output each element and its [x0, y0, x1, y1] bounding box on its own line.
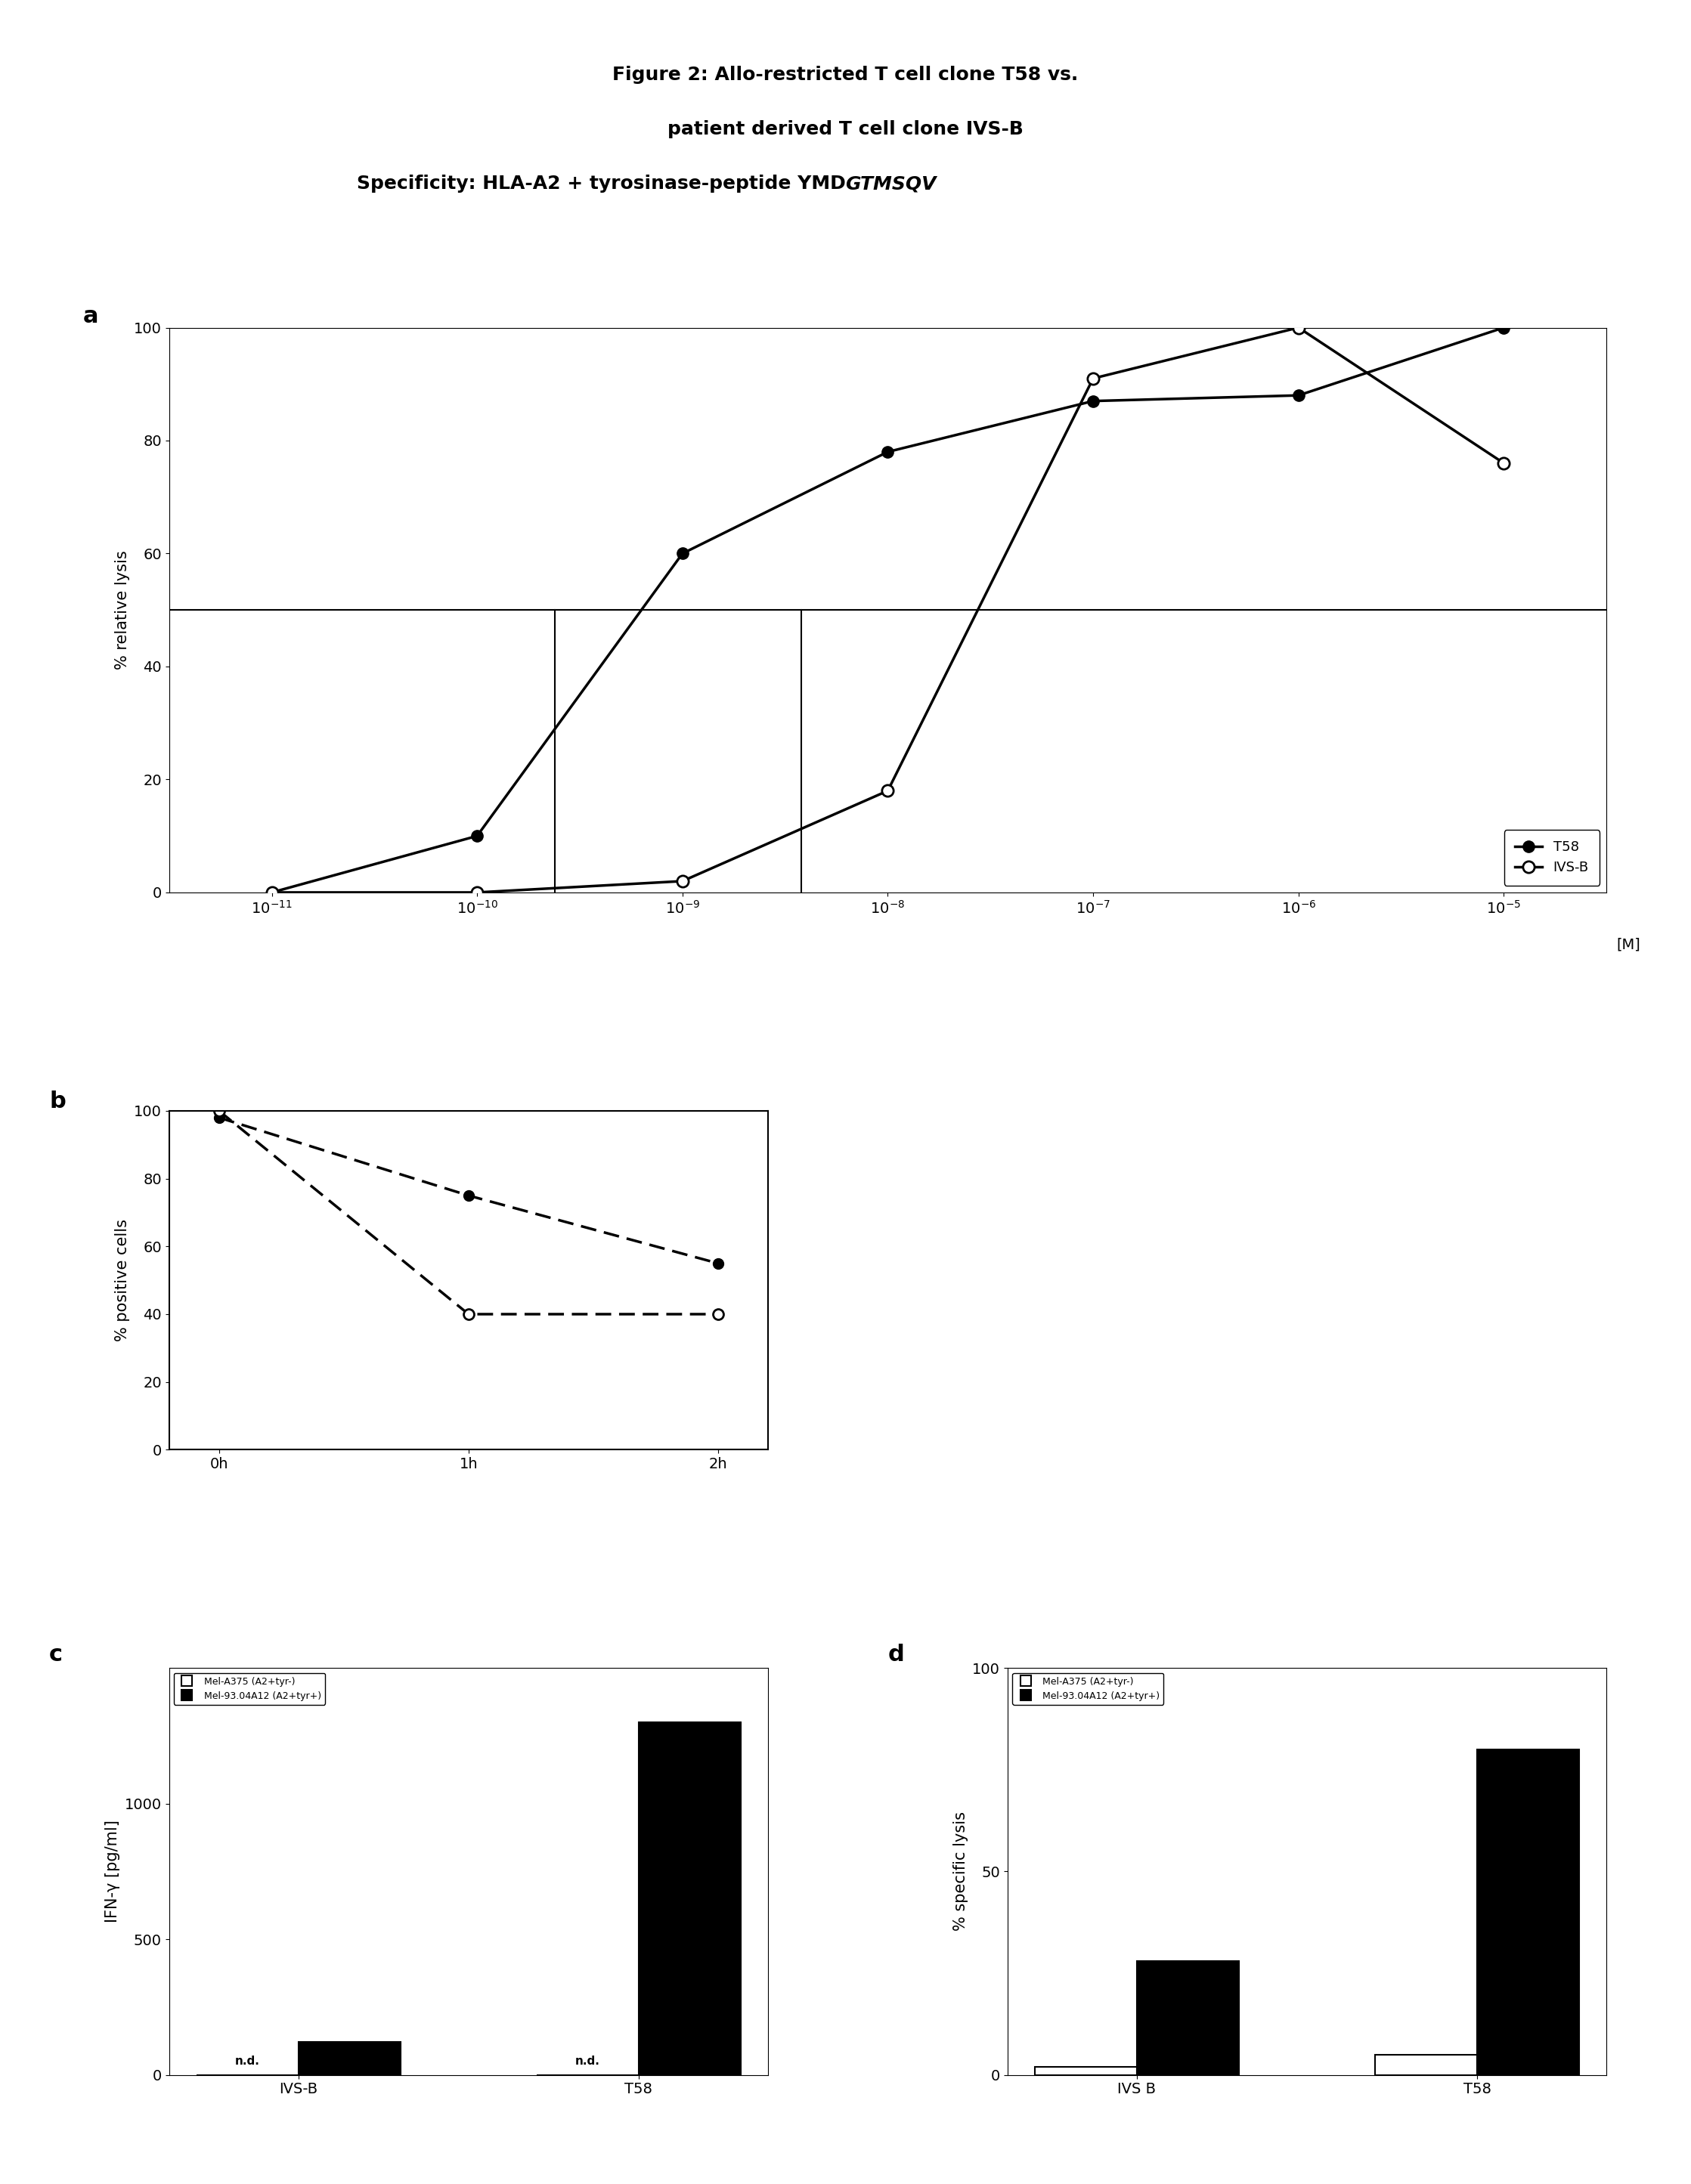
Y-axis label: IFN-γ [pg/ml]: IFN-γ [pg/ml]: [105, 1819, 120, 1922]
T58: [1493, 314, 1513, 341]
IVS-B: [467, 880, 487, 906]
Bar: [1035, 2066, 1136, 2075]
Text: [M]: [M]: [1617, 937, 1640, 952]
Legend: Mel-A375 (A2+tyr-), Mel-93.04A12 (A2+tyr+): Mel-A375 (A2+tyr-), Mel-93.04A12 (A2+tyr…: [1013, 1673, 1163, 1706]
T58: [1082, 389, 1103, 415]
Y-axis label: % specific lysis: % specific lysis: [954, 1813, 969, 1931]
Text: a: a: [83, 306, 98, 328]
IVS-B: [878, 778, 898, 804]
Bar: [1136, 1961, 1240, 2075]
Text: n.d.: n.d.: [575, 2055, 600, 2066]
Bar: [639, 1723, 741, 2075]
Line: T58: T58: [265, 321, 1510, 898]
Legend: Mel-A375 (A2+tyr-), Mel-93.04A12 (A2+tyr+): Mel-A375 (A2+tyr-), Mel-93.04A12 (A2+tyr…: [174, 1673, 325, 1706]
Text: b: b: [49, 1090, 66, 1112]
Text: Figure 2: Allo-restricted T cell clone T58 vs.: Figure 2: Allo-restricted T cell clone T…: [612, 66, 1079, 83]
Text: Specificity: HLA-A2 + tyrosinase-peptide YMD: Specificity: HLA-A2 + tyrosinase-peptide…: [357, 175, 846, 192]
Bar: [1375, 2055, 1478, 2075]
IVS-B: [1493, 450, 1513, 476]
IVS-B: [673, 867, 693, 893]
Text: d: d: [888, 1645, 905, 1666]
IVS-B: [262, 880, 282, 906]
Legend: T58, IVS-B: T58, IVS-B: [1503, 830, 1600, 885]
T58: [467, 823, 487, 850]
Text: GTMSQV: GTMSQV: [846, 175, 937, 192]
T58: [673, 539, 693, 566]
Line: IVS-B: IVS-B: [265, 321, 1510, 898]
Bar: [1478, 1749, 1579, 2075]
Bar: [298, 2042, 401, 2075]
T58: [1289, 382, 1309, 408]
Text: c: c: [49, 1645, 63, 1666]
IVS-B: [1289, 314, 1309, 341]
T58: [878, 439, 898, 465]
T58: [262, 880, 282, 906]
Text: patient derived T cell clone IVS-B: patient derived T cell clone IVS-B: [668, 120, 1023, 138]
Y-axis label: % relative lysis: % relative lysis: [115, 550, 130, 670]
Text: n.d.: n.d.: [235, 2055, 260, 2066]
Y-axis label: % positive cells: % positive cells: [115, 1219, 130, 1341]
IVS-B: [1082, 365, 1103, 391]
